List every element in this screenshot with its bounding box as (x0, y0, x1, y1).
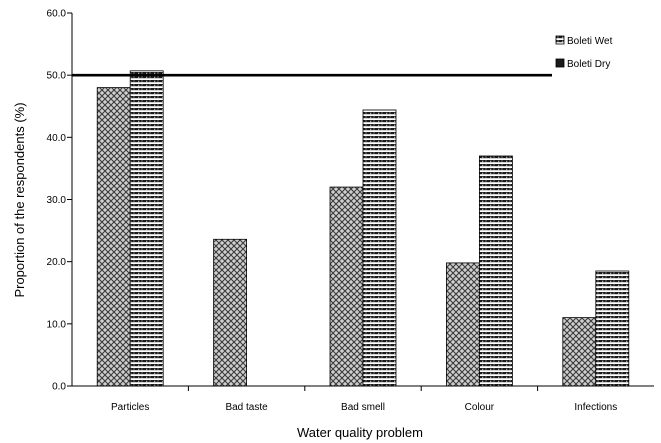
legend-swatch-boleti-wet (555, 35, 565, 45)
bar-boleti-dry-bad-smell (329, 186, 364, 387)
legend: Boleti Wet Boleti Dry (555, 35, 613, 70)
y-tick-label: 50.0 (47, 71, 67, 82)
x-tick-label-bad-smell: Bad smell (341, 402, 385, 413)
x-axis-title: Water quality problem (297, 425, 423, 440)
y-axis-title: Proportion of the respondents (%) (12, 102, 27, 297)
y-tick-label: 60.0 (47, 9, 67, 20)
y-tick-label: 30.0 (47, 195, 67, 206)
x-tick-label-infections: Infections (574, 402, 617, 413)
bar-boleti-dry-colour (445, 262, 480, 387)
x-tick-label-colour: Colour (465, 402, 495, 413)
y-tick-label: 20.0 (47, 257, 67, 268)
legend-label-boleti-dry: Boleti Dry (567, 59, 610, 70)
bar-boleti-wet-particles (129, 70, 164, 387)
y-tick-label: 10.0 (47, 319, 67, 330)
bar-boleti-wet-colour (478, 155, 513, 387)
y-tick-label: 0.0 (52, 382, 66, 393)
bar-boleti-wet-infections (595, 270, 630, 387)
bar-boleti-dry-bad-taste (213, 238, 248, 387)
bar-boleti-dry-particles (96, 87, 131, 387)
bar-boleti-wet-bad-smell (362, 109, 397, 387)
bar-boleti-dry-infections (562, 317, 597, 387)
legend-label-boleti-wet: Boleti Wet (567, 36, 613, 47)
x-tick-label-particles: Particles (111, 402, 149, 413)
y-tick-label: 40.0 (47, 133, 67, 144)
x-tick-label-bad-taste: Bad taste (225, 402, 268, 413)
legend-swatch-boleti-dry (555, 58, 565, 68)
